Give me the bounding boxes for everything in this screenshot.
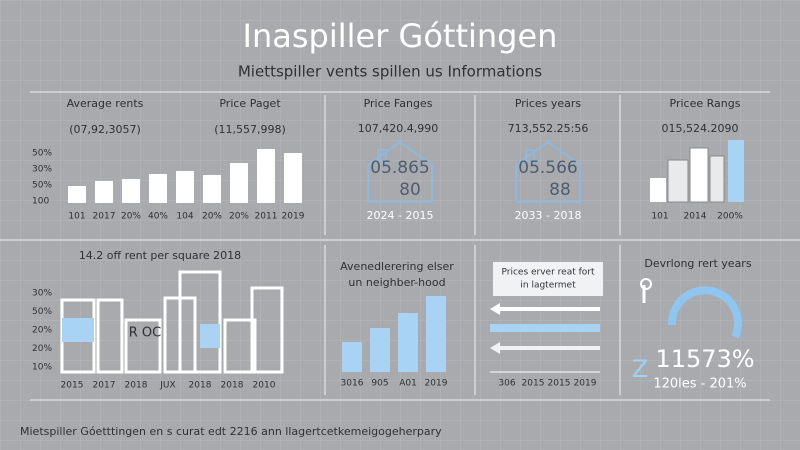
- x-label: 2017: [93, 381, 116, 391]
- x-label: 2019: [282, 212, 305, 222]
- bar: [426, 296, 446, 372]
- y-label: 30%: [32, 165, 52, 175]
- subtitle: Miettspiller vents spillen us Informatio…: [238, 63, 542, 81]
- title: Inaspiller Góttingen: [243, 17, 558, 55]
- bar: [398, 313, 418, 372]
- x-label: 20%: [229, 212, 249, 222]
- x-label: 306: [498, 379, 515, 389]
- label: Avenedlerering elser: [340, 260, 454, 273]
- x-label: 101: [68, 212, 85, 222]
- house-text: 88: [549, 180, 571, 200]
- x-label: 104: [176, 212, 193, 222]
- bar: [149, 174, 167, 203]
- value: (11,557,998): [214, 123, 286, 136]
- x-label: 2015: [522, 379, 545, 389]
- y-label: 50%: [32, 181, 52, 191]
- x-label: A01: [399, 379, 417, 389]
- x-label: 20%: [202, 212, 222, 222]
- footer: Mietspiller Góetttingen en s curat edt 2…: [20, 425, 442, 438]
- y-label: 20%: [32, 344, 52, 354]
- value: 107,420.4,990: [358, 122, 438, 135]
- house-text: 05.566: [518, 158, 577, 178]
- bar: [230, 163, 248, 203]
- label: Pricee Rangs: [670, 97, 741, 110]
- bar: [284, 153, 302, 203]
- x-label: 2019: [425, 379, 448, 389]
- box-text: Prices erver reat fort: [501, 268, 594, 278]
- letter: Z: [632, 355, 648, 383]
- bar: [370, 328, 390, 372]
- y-label: 10%: [32, 363, 52, 373]
- label: Prices years: [515, 97, 582, 110]
- buildings-illustration: [60, 270, 284, 374]
- label: Price Fanges: [364, 97, 433, 110]
- bar: [122, 179, 140, 203]
- info-box: [493, 262, 603, 296]
- label: Devrlong rert years: [644, 257, 751, 270]
- box-text: in lagtermet: [520, 281, 576, 291]
- label: Price Paget: [219, 97, 281, 110]
- x-label: 2015: [548, 379, 571, 389]
- bar: [176, 171, 194, 203]
- label: Average rents: [67, 97, 144, 110]
- y-label: 50%: [32, 307, 52, 317]
- bar: [257, 149, 275, 203]
- x-label: 20%: [121, 212, 141, 222]
- x-label: 200%: [717, 212, 743, 222]
- x-label: 3016: [341, 379, 364, 389]
- x-label: 2018: [189, 381, 212, 391]
- range: 2024 - 2015: [367, 209, 434, 222]
- value: (07,92,3057): [69, 123, 141, 136]
- house-icon: [515, 140, 581, 203]
- dividers: [0, 91, 800, 401]
- house-text: 05.865: [370, 158, 429, 178]
- label: 14.2 off rent per square 2018: [79, 249, 241, 262]
- x-label: 40%: [148, 212, 168, 222]
- x-label: 2015: [61, 381, 84, 391]
- x-label: JUX: [159, 381, 175, 391]
- y-label: 30%: [32, 289, 52, 299]
- x-label: 2018: [125, 381, 148, 391]
- x-label: 2017: [93, 212, 116, 222]
- x-label: 2010: [253, 381, 276, 391]
- big-value: 11573%: [655, 345, 754, 373]
- range: 120les - 201%: [653, 377, 746, 392]
- value: 015,524.2090: [662, 122, 739, 135]
- y-label: 100: [32, 197, 49, 207]
- buildings-icon: [650, 140, 744, 203]
- bar: [342, 342, 362, 372]
- sign: R OC: [129, 326, 161, 341]
- x-label: 2018: [221, 381, 244, 391]
- x-label: 2019: [574, 379, 597, 389]
- gauge: [640, 278, 742, 339]
- house-icon: [367, 140, 433, 203]
- x-label: 101: [651, 212, 668, 222]
- value: 713,552.25:56: [508, 122, 589, 135]
- x-label: 2011: [255, 212, 278, 222]
- x-label: 905: [371, 379, 388, 389]
- house-text: 80: [399, 180, 421, 200]
- label: un neighber-hood: [348, 276, 445, 289]
- bar: [95, 181, 113, 203]
- bar: [68, 186, 86, 203]
- y-label: 50%: [32, 149, 52, 159]
- x-label: 2014: [684, 212, 707, 222]
- arrows: [490, 303, 600, 373]
- range: 2033 - 2018: [515, 209, 582, 222]
- bar: [203, 175, 221, 203]
- y-label: 20%: [32, 326, 52, 336]
